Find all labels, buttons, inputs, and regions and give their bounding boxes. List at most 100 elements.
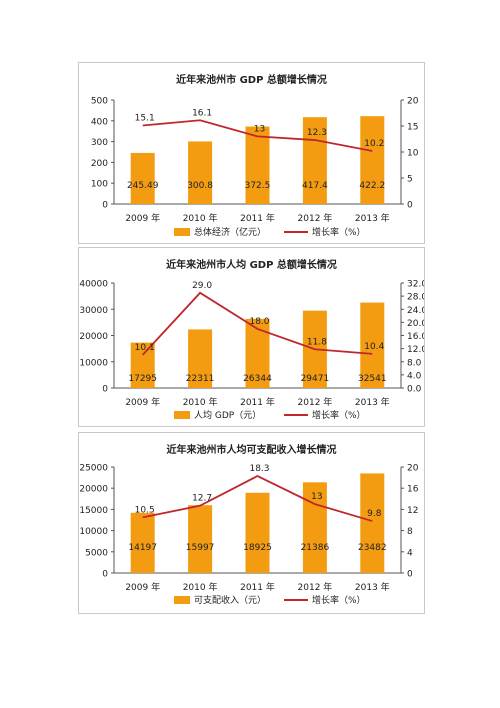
right-tick-label: 32.0 (407, 280, 424, 290)
growth-rate-line (142, 475, 373, 522)
line-value-label: 18.0 (249, 317, 269, 327)
left-tick-label: 20000 (79, 332, 108, 342)
line-value-label: 10.2 (364, 139, 384, 149)
x-tick-label: 2011 年 (240, 396, 275, 408)
line-value-label: 13 (254, 124, 265, 134)
right-tick-label: 0.0 (407, 385, 422, 395)
bar (245, 126, 270, 204)
line-value-label: 10.5 (135, 505, 155, 515)
chart-title: 近年来池州市人均可支配收入增长情况 (166, 445, 337, 456)
left-tick-label: 20000 (79, 485, 108, 495)
x-tick-label: 2010 年 (183, 396, 218, 408)
gdp-per-capita-chart-panel: 近年来池州市人均 GDP 总额增长情况 0 10000 20000 30000 4000… (78, 247, 425, 427)
left-tick-label: 15000 (79, 506, 108, 516)
bar (130, 152, 155, 204)
bar (302, 482, 327, 573)
disposable-income-chart: 0 5000 10000 15000 20000 25000 0 4 8 12 16 20 2009 年… (79, 464, 419, 607)
growth-rate-line (142, 291, 373, 356)
line-value-label: 15.1 (135, 113, 155, 123)
legend-bar-label: 可支配收入（元） (194, 594, 266, 606)
bar-value-label: 23482 (358, 543, 387, 553)
right-tick-label: 5 (407, 175, 413, 185)
right-tick-label: 8 (407, 527, 413, 537)
chart-title: 近年来池州市 GDP 总额增长情况 (176, 75, 327, 86)
line-value-label: 12.3 (307, 128, 327, 138)
gdp-total-chart: 0 100 200 300 400 500 0 5 10 15 20 2009 年 2010 年 2011… (91, 97, 419, 239)
right-tick-label: 10 (407, 149, 419, 159)
bar-value-label: 245.49 (127, 181, 159, 191)
left-tick-label: 5000 (85, 548, 108, 558)
legend-line-label: 增长率（%） (312, 226, 366, 238)
right-tick-label: 24.0 (407, 306, 424, 316)
gdp-total-chart-panel: 近年来池州市 GDP 总额增长情况 0 100 200 300 400 500 0 5 10 15… (78, 62, 425, 244)
right-tick-label: 8.0 (407, 358, 422, 368)
x-tick-label: 2013 年 (355, 396, 390, 408)
x-tick-label: 2010 年 (183, 581, 218, 593)
bar-value-label: 21386 (301, 543, 330, 553)
x-tick-label: 2009 年 (125, 396, 160, 408)
x-tick-label: 2011 年 (240, 212, 275, 224)
legend-bar-label: 总体经济（亿元） (194, 226, 266, 238)
bar-value-label: 417.4 (302, 181, 328, 191)
bar-value-label: 26344 (243, 374, 272, 384)
gdp-per-capita-chart: 0 10000 20000 30000 40000 0.0 4.0 8.0 12.0 16.0 20… (79, 280, 424, 422)
bar-value-label: 18925 (243, 543, 272, 553)
left-tick-label: 40000 (79, 280, 108, 290)
x-tick-label: 2011 年 (240, 581, 275, 593)
left-tick-label: 10000 (79, 358, 108, 368)
right-tick-label: 16 (407, 485, 419, 495)
line-value-label: 9.8 (367, 509, 382, 519)
bar (245, 492, 270, 573)
left-tick-label: 10000 (79, 527, 108, 537)
legend-bar-swatch (174, 411, 190, 419)
left-tick-label: 30000 (79, 306, 108, 316)
left-tick-label: 400 (91, 117, 108, 127)
line-value-label: 16.1 (192, 108, 212, 118)
growth-rate-line (142, 119, 373, 152)
bar-value-label: 372.5 (245, 181, 271, 191)
x-tick-label: 2010 年 (183, 212, 218, 224)
right-tick-label: 12.0 (407, 345, 424, 355)
left-tick-label: 0 (102, 385, 108, 395)
bar (302, 117, 327, 204)
line-value-label: 18.3 (249, 464, 269, 474)
line-value-label: 12.7 (192, 494, 212, 504)
bar-value-label: 29471 (301, 374, 330, 384)
left-tick-label: 0 (102, 201, 108, 211)
disposable-income-chart-panel: 近年来池州市人均可支配收入增长情况 0 5000 10000 15000 20000 25… (78, 432, 425, 614)
x-tick-label: 2012 年 (298, 581, 333, 593)
right-tick-label: 4 (407, 548, 413, 558)
bar (188, 329, 213, 388)
bar-value-label: 15997 (186, 543, 215, 553)
bar-value-label: 422.2 (359, 181, 385, 191)
bar (130, 342, 155, 388)
bar-value-label: 17295 (128, 374, 157, 384)
x-tick-label: 2009 年 (125, 581, 160, 593)
chart-title: 近年来池州市人均 GDP 总额增长情况 (166, 260, 337, 271)
left-tick-label: 500 (91, 97, 108, 107)
right-tick-label: 20 (407, 464, 419, 474)
left-tick-label: 25000 (79, 464, 108, 474)
x-tick-label: 2012 年 (298, 212, 333, 224)
bar-value-label: 32541 (358, 374, 387, 384)
bar-value-label: 300.8 (187, 181, 213, 191)
right-tick-label: 0 (407, 570, 413, 580)
right-tick-label: 20.0 (407, 319, 424, 329)
legend-line-label: 增长率（%） (312, 409, 366, 421)
right-tick-label: 4.0 (407, 371, 422, 381)
legend-line-label: 增长率（%） (312, 594, 366, 606)
line-value-label: 10.1 (135, 343, 155, 353)
bar (360, 116, 385, 204)
legend-bar-label: 人均 GDP（元） (194, 409, 261, 421)
line-value-label: 10.4 (364, 342, 384, 352)
bar (245, 318, 270, 388)
bar (188, 505, 213, 573)
bar (360, 473, 385, 573)
x-tick-label: 2013 年 (355, 581, 390, 593)
right-tick-label: 0 (407, 201, 413, 211)
x-tick-label: 2012 年 (298, 396, 333, 408)
x-tick-label: 2009 年 (125, 212, 160, 224)
bar (130, 512, 155, 573)
right-tick-label: 16.0 (407, 332, 424, 342)
line-value-label: 13 (311, 492, 322, 502)
